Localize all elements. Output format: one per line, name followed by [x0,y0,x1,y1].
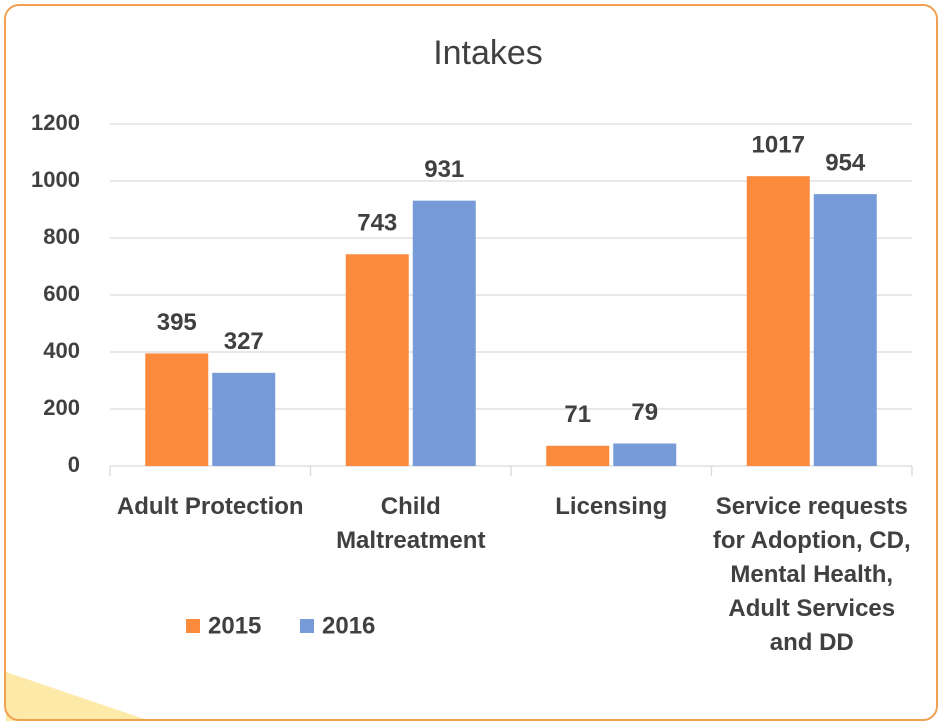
chart-title: Intakes [433,34,543,72]
x-tick-label: Adult Protection [116,493,304,520]
y-tick-label: 1000 [31,167,80,192]
data-label: 79 [631,399,658,426]
data-label: 743 [357,210,397,237]
data-label: 931 [424,156,464,183]
data-label: 71 [564,401,591,428]
bar [145,353,209,466]
y-tick-label: 800 [43,224,80,249]
legend-swatch [300,619,314,633]
y-tick-label: 1200 [31,110,80,135]
x-tick-label: Licensing [555,493,668,520]
decoration [6,672,150,721]
y-tick-label: 400 [43,338,80,363]
bar [813,194,877,467]
legend-label: 2015 [208,612,261,639]
bar [546,445,610,466]
y-tick-label: 0 [68,452,80,477]
data-label: 395 [157,309,197,336]
legend-label: 2016 [322,612,375,639]
data-label: 954 [825,149,866,176]
bar [613,443,677,466]
legend-swatch [186,619,200,633]
bar [212,372,276,466]
y-tick-label: 200 [43,395,80,420]
chart-border [4,4,938,721]
x-tick-label: Service requests for Adoption, CD, Menta… [712,493,911,656]
bar [345,254,409,466]
bar [746,176,810,466]
data-label: 327 [224,328,264,355]
y-tick-label: 600 [43,281,80,306]
bar [412,200,476,467]
data-label: 1017 [752,131,805,158]
x-tick-label: Child Maltreatment [336,493,486,554]
